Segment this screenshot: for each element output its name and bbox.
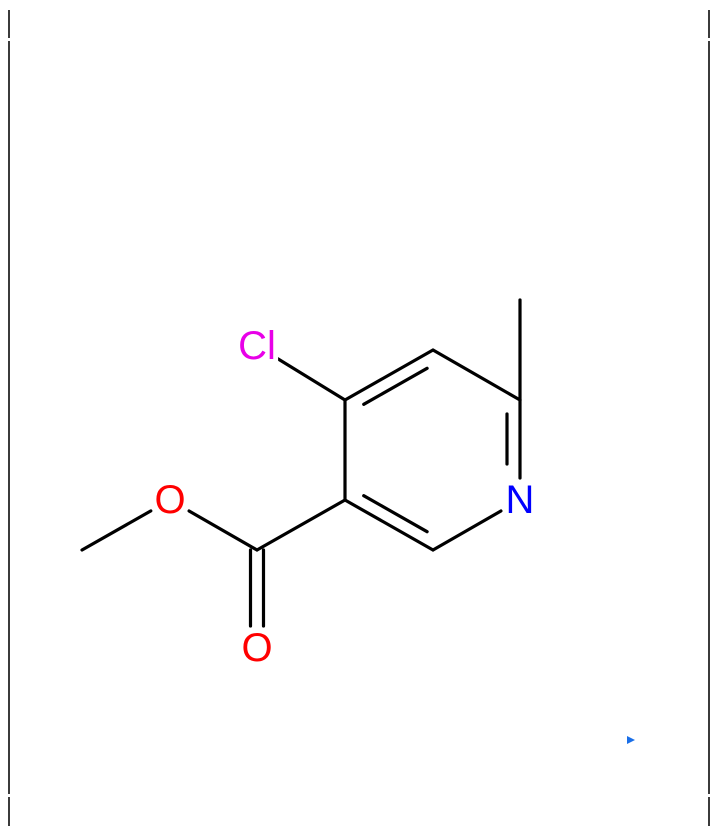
atom-label-o: O <box>239 628 274 668</box>
atom-label-cl: Cl <box>236 326 278 366</box>
atom-label-n: N <box>504 480 537 520</box>
atom-label-o: O <box>152 480 187 520</box>
cursor-marker-icon <box>627 736 635 744</box>
molecule-canvas <box>0 0 718 836</box>
